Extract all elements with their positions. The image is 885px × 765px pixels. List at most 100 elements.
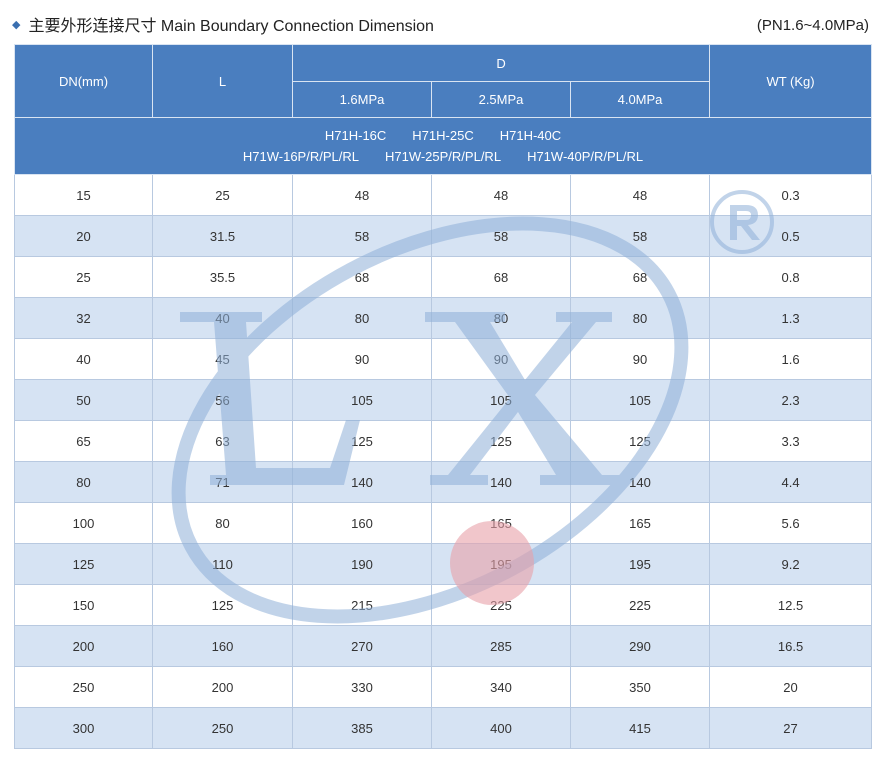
cell-dn: 250 (14, 666, 153, 708)
page-title: ◆ 主要外形连接尺寸 Main Boundary Connection Dime… (12, 12, 434, 36)
model-h71w-25p: H71W-25P/R/PL/RL (384, 149, 502, 164)
cell-l: 31.5 (152, 215, 293, 257)
table-row: 300 250 385 400 415 27 (14, 707, 873, 749)
header-l: L (152, 44, 293, 118)
table-row: 20 31.5 58 58 58 0.5 (14, 215, 873, 257)
cell-d-pn40: 80 (569, 297, 711, 339)
cell-d-pn25: 165 (431, 502, 571, 544)
table-row: 200 160 270 285 290 16.5 (14, 625, 873, 667)
cell-wt: 1.6 (709, 338, 873, 380)
cell-dn: 150 (14, 584, 153, 626)
table-row: 100 80 160 165 165 5.6 (14, 502, 873, 544)
header-d-pn40: 4.0MPa (569, 81, 711, 118)
cell-dn: 200 (14, 625, 153, 667)
cell-dn: 65 (14, 420, 153, 462)
table-row: 15 25 48 48 48 0.3 (14, 174, 873, 216)
cell-d-pn16: 80 (292, 297, 432, 339)
table-row: 65 63 125 125 125 3.3 (14, 420, 873, 462)
model-h71h-25c: H71H-25C (412, 128, 474, 143)
cell-d-pn16: 385 (292, 707, 432, 749)
cell-dn: 300 (14, 707, 153, 749)
cell-l: 80 (152, 502, 293, 544)
table-row: 50 56 105 105 105 2.3 (14, 379, 873, 421)
pressure-range: (PN1.6~4.0MPa) (756, 17, 869, 34)
cell-d-pn25: 125 (431, 420, 571, 462)
dimension-table: DN(mm) L D WT (Kg) 1.6MPa 2.5MPa 4.0MPa … (13, 44, 873, 749)
header-dn: DN(mm) (14, 44, 153, 118)
cell-l: 200 (152, 666, 293, 708)
cell-l: 63 (152, 420, 293, 462)
cell-d-pn25: 105 (431, 379, 571, 421)
cell-d-pn25: 340 (431, 666, 571, 708)
cell-d-pn16: 68 (292, 256, 432, 298)
cell-dn: 50 (14, 379, 153, 421)
cell-d-pn25: 68 (431, 256, 571, 298)
cell-l: 45 (152, 338, 293, 380)
cell-d-pn16: 215 (292, 584, 432, 626)
cell-d-pn25: 400 (431, 707, 571, 749)
cell-d-pn40: 90 (569, 338, 711, 380)
cell-wt: 5.6 (709, 502, 873, 544)
cell-wt: 16.5 (709, 625, 873, 667)
model-line-1: H71H-16C H71H-25C H71H-40C (15, 125, 871, 146)
cell-wt: 0.5 (709, 215, 873, 257)
cell-dn: 125 (14, 543, 153, 585)
header-wt: WT (Kg) (709, 44, 873, 118)
model-h71h-40c: H71H-40C (499, 128, 562, 143)
cell-wt: 0.8 (709, 256, 873, 298)
header-d-pn16: 1.6MPa (292, 81, 432, 118)
table-row: 150 125 215 225 225 12.5 (14, 584, 873, 626)
cell-d-pn40: 350 (569, 666, 711, 708)
cell-l: 40 (152, 297, 293, 339)
cell-l: 250 (152, 707, 293, 749)
cell-wt: 27 (709, 707, 873, 749)
cell-d-pn25: 48 (431, 174, 571, 216)
cell-wt: 9.2 (709, 543, 873, 585)
cell-wt: 12.5 (709, 584, 873, 626)
cell-wt: 0.3 (709, 174, 873, 216)
cell-d-pn40: 48 (569, 174, 711, 216)
header-d: D (291, 44, 711, 82)
cell-d-pn25: 90 (431, 338, 571, 380)
cell-d-pn25: 195 (431, 543, 571, 585)
cell-dn: 25 (14, 256, 153, 298)
table-row: 32 40 80 80 80 1.3 (14, 297, 873, 339)
cell-dn: 20 (14, 215, 153, 257)
cell-l: 56 (152, 379, 293, 421)
cell-dn: 100 (14, 502, 153, 544)
cell-l: 125 (152, 584, 293, 626)
cell-dn: 40 (14, 338, 153, 380)
cell-wt: 2.3 (709, 379, 873, 421)
cell-d-pn40: 125 (569, 420, 711, 462)
cell-d-pn16: 330 (292, 666, 432, 708)
header-d-pn25: 2.5MPa (431, 81, 571, 118)
dimension-table-container: DN(mm) L D WT (Kg) 1.6MPa 2.5MPa 4.0MPa … (13, 44, 873, 749)
cell-d-pn40: 195 (569, 543, 711, 585)
cell-d-pn16: 160 (292, 502, 432, 544)
cell-d-pn40: 225 (569, 584, 711, 626)
table-row: 40 45 90 90 90 1.6 (14, 338, 873, 380)
cell-d-pn25: 58 (431, 215, 571, 257)
cell-d-pn25: 225 (431, 584, 571, 626)
table-body: 15 25 48 48 48 0.3 20 31.5 58 58 58 0.5 25 35.5 68 68 68… (14, 174, 873, 749)
cell-d-pn40: 105 (569, 379, 711, 421)
cell-d-pn40: 68 (569, 256, 711, 298)
cell-d-pn16: 190 (292, 543, 432, 585)
cell-d-pn40: 58 (569, 215, 711, 257)
cell-d-pn40: 290 (569, 625, 711, 667)
page-title-text: 主要外形连接尺寸 Main Boundary Connection Dimens… (28, 18, 434, 35)
cell-dn: 32 (14, 297, 153, 339)
model-h71h-16c: H71H-16C (324, 128, 387, 143)
cell-l: 25 (152, 174, 293, 216)
title-bar: ◆ 主要外形连接尺寸 Main Boundary Connection Dime… (0, 0, 885, 42)
diamond-bullet-icon: ◆ (12, 18, 21, 31)
cell-d-pn16: 270 (292, 625, 432, 667)
cell-d-pn16: 58 (292, 215, 432, 257)
cell-d-pn40: 415 (569, 707, 711, 749)
cell-l: 35.5 (152, 256, 293, 298)
cell-d-pn25: 285 (431, 625, 571, 667)
cell-dn: 80 (14, 461, 153, 503)
cell-d-pn16: 125 (292, 420, 432, 462)
cell-d-pn25: 140 (431, 461, 571, 503)
cell-wt: 4.4 (709, 461, 873, 503)
